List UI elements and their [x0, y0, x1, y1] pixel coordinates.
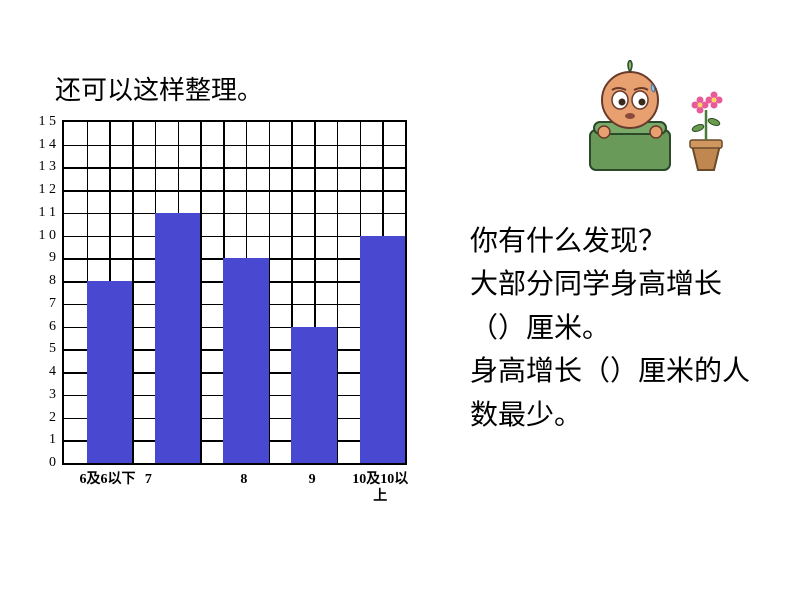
bar-chart: 1 51 41 31 21 11 09876543210 6及6以下78910及…	[30, 120, 410, 510]
question-line-3: 身高增长（）厘米的人数最少。	[470, 350, 760, 437]
y-tick-label: 1 2	[39, 182, 57, 198]
page-title: 还可以这样整理。	[55, 70, 263, 107]
chart-bar	[87, 281, 132, 463]
y-tick-label: 4	[49, 364, 56, 380]
y-tick-label: 1 3	[39, 159, 57, 175]
chart-bar	[223, 258, 268, 463]
cartoon-character	[580, 60, 740, 180]
question-line-1: 你有什么发现？	[470, 220, 760, 263]
y-tick-label: 1 4	[39, 137, 57, 153]
y-tick-label: 1	[49, 432, 56, 448]
grid-vline	[269, 122, 271, 463]
y-tick-label: 7	[49, 296, 56, 312]
question-line-2: 大部分同学身高增长（）厘米。	[470, 263, 760, 350]
question-text: 你有什么发现？ 大部分同学身高增长（）厘米。 身高增长（）厘米的人数最少。	[470, 220, 760, 437]
x-axis-labels: 6及6以下 7 8 9 10及10以上	[62, 470, 407, 510]
grid-hline	[64, 190, 405, 192]
y-tick-label: 1 5	[39, 114, 57, 130]
x-tick-label: 6及6以下	[79, 472, 135, 489]
x-tick-label: 7	[145, 472, 152, 489]
grid-vline	[200, 122, 202, 463]
chart-grid	[62, 120, 407, 465]
y-tick-label: 1 0	[39, 228, 57, 244]
x-tick-label: 10及10以上	[350, 472, 410, 506]
y-axis-labels: 1 51 41 31 21 11 09876543210	[30, 120, 60, 465]
grid-hline	[64, 167, 405, 169]
grid-hline	[64, 213, 405, 215]
y-tick-label: 1 1	[39, 205, 57, 221]
chart-bar	[291, 327, 336, 463]
y-tick-label: 8	[49, 273, 56, 289]
chart-bar	[360, 236, 405, 463]
grid-hline	[64, 236, 405, 238]
grid-hline	[64, 145, 405, 147]
x-tick-label: 8	[240, 472, 247, 489]
y-tick-label: 3	[49, 387, 56, 403]
grid-vline	[132, 122, 134, 463]
y-tick-label: 9	[49, 250, 56, 266]
y-tick-label: 0	[49, 455, 56, 471]
y-tick-label: 5	[49, 341, 56, 357]
x-tick-label: 9	[309, 472, 316, 489]
grid-vline	[337, 122, 339, 463]
y-tick-label: 2	[49, 410, 56, 426]
chart-bar	[155, 213, 200, 463]
y-tick-label: 6	[49, 319, 56, 335]
